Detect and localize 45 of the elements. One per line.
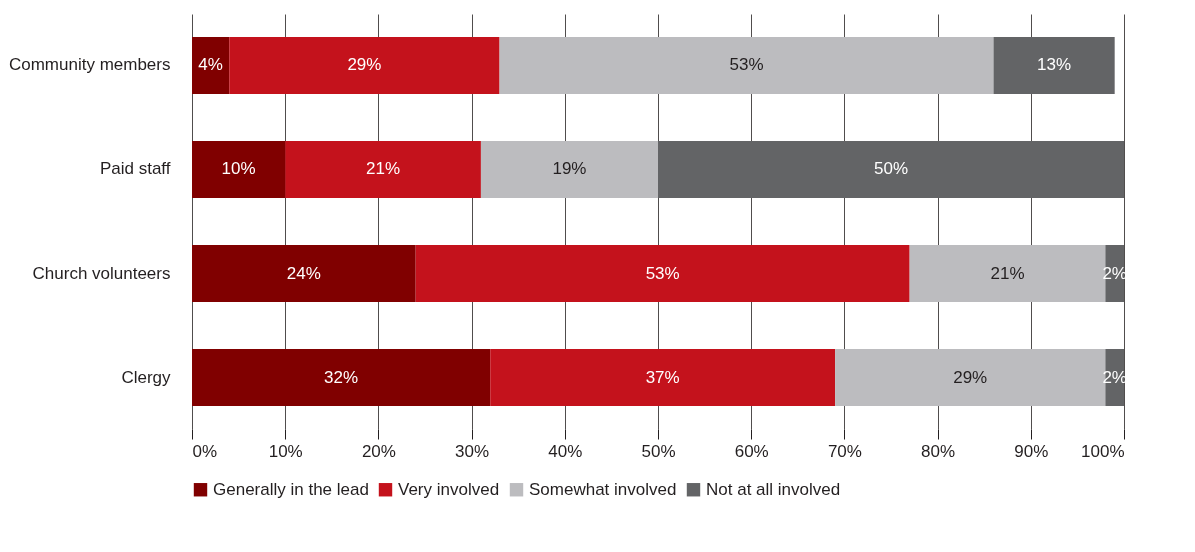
bar <box>993 36 1115 95</box>
bar <box>192 36 230 95</box>
data-label: 53% <box>645 263 680 283</box>
bar <box>658 140 1124 199</box>
bar <box>192 348 491 407</box>
x-tick-label: 70% <box>827 441 862 461</box>
x-tick-label: 80% <box>921 441 956 461</box>
x-tick-label: 90% <box>1014 441 1049 461</box>
x-tick-label: 50% <box>641 441 676 461</box>
x-tick-label: 20% <box>361 441 396 461</box>
x-tick-label: 100% <box>1081 441 1125 461</box>
legend-label: Very involved <box>398 479 500 499</box>
x-tick-label: 10% <box>268 441 303 461</box>
data-label: 21% <box>990 263 1025 283</box>
bar <box>415 244 910 303</box>
data-label: 37% <box>645 367 680 387</box>
x-tick-label: 0% <box>192 441 218 461</box>
bar <box>192 244 416 303</box>
bar <box>490 348 836 407</box>
data-label: 10% <box>221 159 256 179</box>
data-label: 53% <box>729 55 764 75</box>
bar <box>285 140 481 199</box>
data-label: 32% <box>324 367 359 387</box>
data-label: 4% <box>198 55 223 75</box>
data-label: 13% <box>1037 55 1072 75</box>
bar <box>192 140 286 199</box>
x-tick-label: 60% <box>734 441 769 461</box>
x-tick-label: 40% <box>548 441 583 461</box>
y-tick-label: Paid staff <box>99 159 171 179</box>
data-label: 29% <box>347 55 382 75</box>
data-label: 21% <box>366 159 401 179</box>
legend-label: Somewhat involved <box>529 479 677 499</box>
legend-label: Generally in the lead <box>213 479 369 499</box>
data-label: 24% <box>286 263 321 283</box>
bar <box>499 36 994 95</box>
bar <box>229 36 500 95</box>
data-label: 50% <box>873 159 909 179</box>
x-tick-label: 30% <box>455 441 490 461</box>
y-tick-label: Community members <box>8 55 171 75</box>
data-label: 19% <box>552 159 587 179</box>
data-label: 29% <box>953 367 988 387</box>
y-tick-label: Clergy <box>121 367 171 387</box>
bar <box>480 140 658 199</box>
y-tick-label: Church volunteers <box>32 263 171 283</box>
legend-label: Not at all involved <box>706 479 841 499</box>
